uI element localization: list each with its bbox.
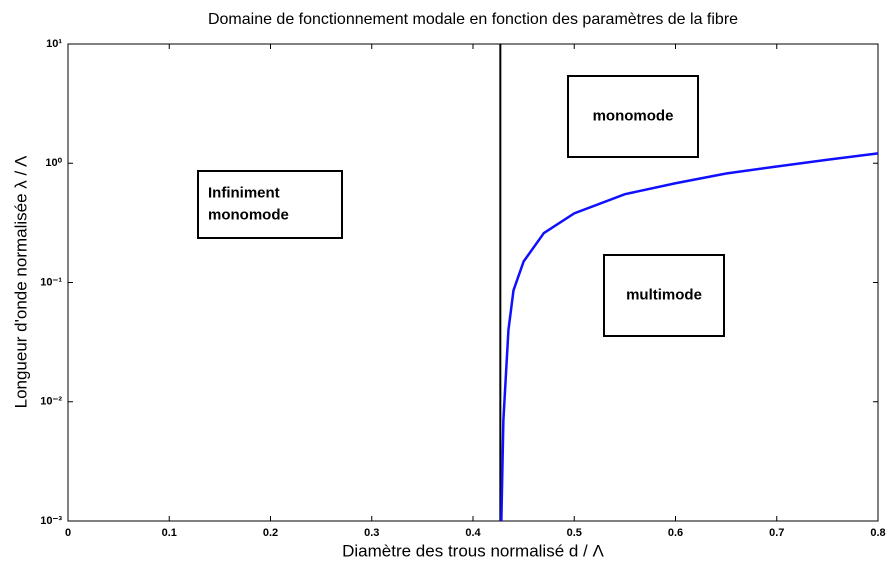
- y-tick-label: 10¹: [46, 38, 62, 50]
- series-line: [500, 152, 879, 522]
- chart-title: Domaine de fonctionnement modale en fonc…: [208, 11, 738, 28]
- y-axis-label: Longueur d'onde normalisée λ / Λ: [11, 155, 30, 408]
- y-tick-label: 10⁰: [45, 157, 62, 169]
- x-tick-label: 0.3: [364, 527, 379, 539]
- annotation-box: [567, 75, 699, 158]
- x-tick-label: 0: [65, 527, 71, 539]
- x-tick-label: 0.5: [567, 527, 582, 539]
- y-tick-label: 10⁻¹: [40, 276, 62, 288]
- annotation-text: Infiniment: [208, 184, 280, 201]
- y-tick-label: 10⁻³: [40, 515, 62, 527]
- x-tick-label: 0.2: [263, 527, 278, 539]
- x-tick-label: 0.6: [668, 527, 683, 539]
- x-tick-label: 0.1: [162, 527, 177, 539]
- x-tick-label: 0.7: [769, 527, 784, 539]
- x-axis-label: Diamètre des trous normalisé d / Λ: [342, 541, 604, 560]
- annotation-box: [603, 254, 725, 337]
- plot-frame: [67, 43, 879, 522]
- x-tick-label: 0.4: [465, 527, 481, 539]
- y-tick-label: 10⁻²: [40, 396, 62, 408]
- x-tick-label: 0.8: [870, 527, 885, 539]
- annotation-text: multimode: [626, 286, 702, 303]
- annotation-text: monomode: [208, 206, 289, 223]
- annotation-box: [197, 170, 343, 239]
- annotation-text: monomode: [593, 107, 674, 124]
